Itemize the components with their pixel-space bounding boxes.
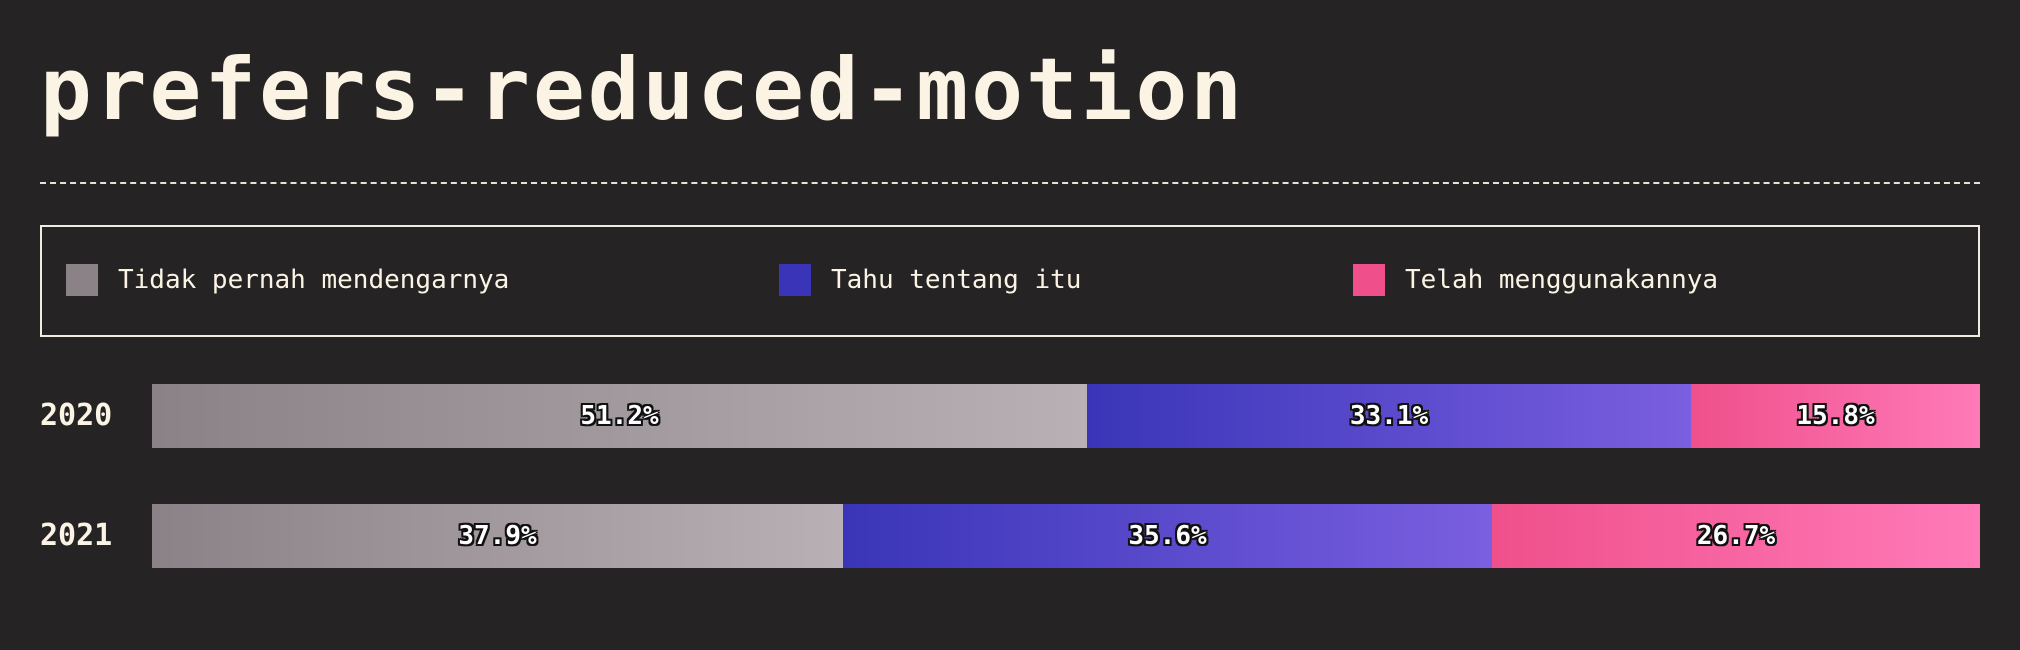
stacked-bar-2020: 51.2% 33.1% 15.8%	[152, 384, 1980, 448]
legend-label-know-about: Tahu tentang itu	[831, 265, 1082, 295]
bar-segment-2020-know-about[interactable]: 33.1%	[1087, 384, 1691, 448]
row-label-2020: 2020	[40, 398, 113, 433]
data-label-2020-never-heard: 51.2%	[580, 401, 659, 431]
bar-segment-2020-never-heard[interactable]: 51.2%	[152, 384, 1087, 448]
legend-label-never-heard: Tidak pernah mendengarnya	[118, 265, 510, 295]
legend-label-used-it: Telah menggunakannya	[1405, 265, 1719, 295]
bar-row-2020: 2020 51.2% 33.1% 15.8%	[0, 384, 2020, 448]
legend-item-know-about[interactable]: Tahu tentang itu	[779, 263, 1081, 297]
chart-title: prefers-reduced-motion	[40, 40, 1246, 140]
data-label-2020-used-it: 15.8%	[1796, 401, 1875, 431]
legend-swatch-used-it	[1353, 264, 1385, 296]
data-label-2021-used-it: 26.7%	[1696, 521, 1776, 551]
data-label-2021-never-heard: 37.9%	[458, 521, 537, 551]
legend-item-used-it[interactable]: Telah menggunakannya	[1353, 263, 1718, 297]
data-label-2021-know-about: 35.6%	[1128, 521, 1207, 551]
row-label-2021: 2021	[40, 518, 113, 553]
bar-segment-2020-used-it[interactable]: 15.8%	[1691, 384, 1980, 448]
bar-segment-2021-know-about[interactable]: 35.6%	[843, 504, 1492, 568]
bar-segment-2021-never-heard[interactable]: 37.9%	[152, 504, 843, 568]
data-label-2020-know-about: 33.1%	[1349, 401, 1429, 431]
legend: Tidak pernah mendengarnya Tahu tentang i…	[40, 225, 1980, 337]
bar-row-2021: 2021 37.9% 35.6% 26.7%	[0, 504, 2020, 568]
stacked-bar-2021: 37.9% 35.6% 26.7%	[152, 504, 1980, 568]
dashed-divider	[40, 182, 1980, 184]
bar-segment-2021-used-it[interactable]: 26.7%	[1492, 504, 1980, 568]
legend-item-never-heard[interactable]: Tidak pernah mendengarnya	[66, 263, 509, 297]
legend-swatch-know-about	[779, 264, 811, 296]
legend-swatch-never-heard	[66, 264, 98, 296]
